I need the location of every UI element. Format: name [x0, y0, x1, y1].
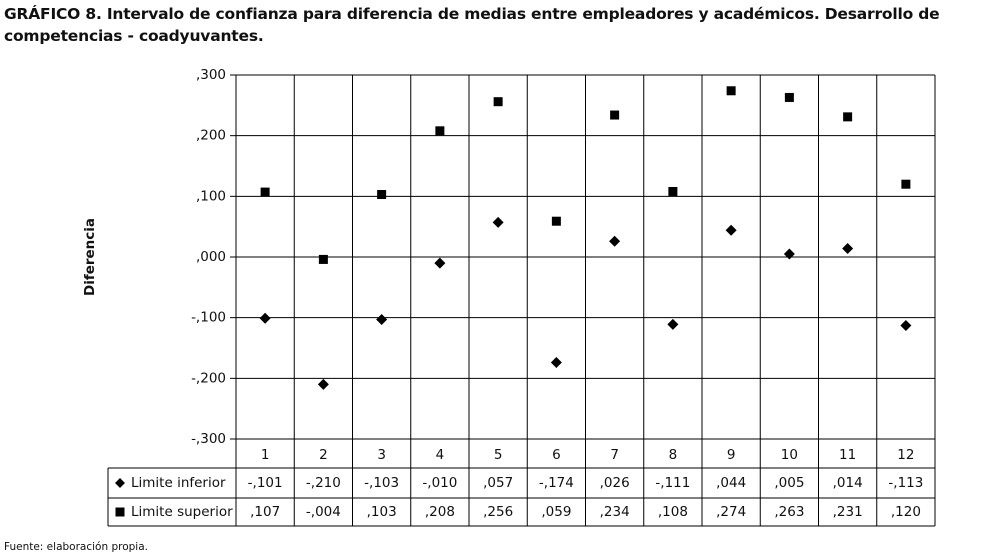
- table-value: -,010: [422, 475, 457, 491]
- y-tick-label: ,300: [196, 67, 226, 83]
- y-tick-label: -,200: [191, 370, 226, 386]
- x-tick-label: 6: [552, 447, 561, 463]
- point: [260, 187, 270, 197]
- table-value: ,208: [425, 504, 455, 520]
- point: [842, 243, 854, 255]
- table-value: -,101: [248, 475, 283, 491]
- x-tick-label: 7: [610, 447, 619, 463]
- point: [376, 313, 388, 325]
- x-tick-label: 2: [319, 447, 328, 463]
- y-tick-label: ,000: [196, 249, 226, 265]
- table-value: ,234: [600, 504, 630, 520]
- point: [843, 112, 853, 122]
- table-value: -,111: [655, 475, 690, 491]
- point: [726, 86, 736, 96]
- point: [551, 216, 561, 226]
- x-tick-label: 9: [727, 447, 736, 463]
- y-axis-label: Diferencia: [82, 218, 98, 296]
- point: [259, 312, 271, 324]
- point: [783, 248, 795, 260]
- table-value: ,026: [600, 475, 630, 491]
- x-tick-label: 1: [261, 447, 270, 463]
- point: [784, 92, 794, 102]
- point: [550, 357, 562, 369]
- point: [725, 224, 737, 236]
- y-tick-label: -,300: [191, 431, 226, 447]
- table-value: ,231: [833, 504, 863, 520]
- source-note: Fuente: elaboración propia.: [4, 541, 148, 553]
- point: [493, 97, 503, 107]
- legend-label: Limite superior: [131, 504, 233, 520]
- legend-label: Limite inferior: [131, 475, 226, 491]
- x-tick-label: 5: [494, 447, 503, 463]
- y-tick-label: -,100: [191, 310, 226, 326]
- table-value: ,120: [891, 504, 921, 520]
- table-value: ,108: [658, 504, 688, 520]
- point: [667, 318, 679, 330]
- legend-marker: [115, 478, 125, 488]
- table-value: ,059: [541, 504, 571, 520]
- table-value: ,005: [774, 475, 804, 491]
- table-value: ,263: [774, 504, 804, 520]
- table-value: ,057: [483, 475, 513, 491]
- point: [609, 235, 621, 247]
- x-tick-label: 4: [436, 447, 445, 463]
- legend-marker: [115, 507, 125, 517]
- chart-title: GRÁFICO 8. Intervalo de confianza para d…: [4, 5, 940, 45]
- y-tick-label: ,100: [196, 188, 226, 204]
- point: [610, 110, 620, 120]
- table-value: ,044: [716, 475, 746, 491]
- point: [377, 190, 387, 200]
- table-value: -,004: [306, 504, 341, 520]
- point: [317, 378, 329, 390]
- table-value: -,174: [539, 475, 574, 491]
- point: [900, 320, 912, 332]
- x-tick-label: 10: [781, 447, 798, 463]
- table-value: -,103: [364, 475, 399, 491]
- point: [434, 257, 446, 269]
- x-tick-label: 8: [669, 447, 678, 463]
- point: [492, 216, 504, 228]
- table-value: -,113: [888, 475, 923, 491]
- table-value: ,256: [483, 504, 513, 520]
- table-value: ,103: [367, 504, 397, 520]
- point: [318, 254, 328, 264]
- table-value: ,274: [716, 504, 746, 520]
- x-tick-label: 3: [377, 447, 386, 463]
- point: [901, 179, 911, 189]
- x-tick-label: 11: [839, 447, 856, 463]
- x-tick-label: 12: [897, 447, 914, 463]
- table-value: ,107: [250, 504, 280, 520]
- table-value: -,210: [306, 475, 341, 491]
- y-tick-label: ,200: [196, 128, 226, 144]
- point: [668, 186, 678, 196]
- table-value: ,014: [833, 475, 863, 491]
- point: [435, 126, 445, 136]
